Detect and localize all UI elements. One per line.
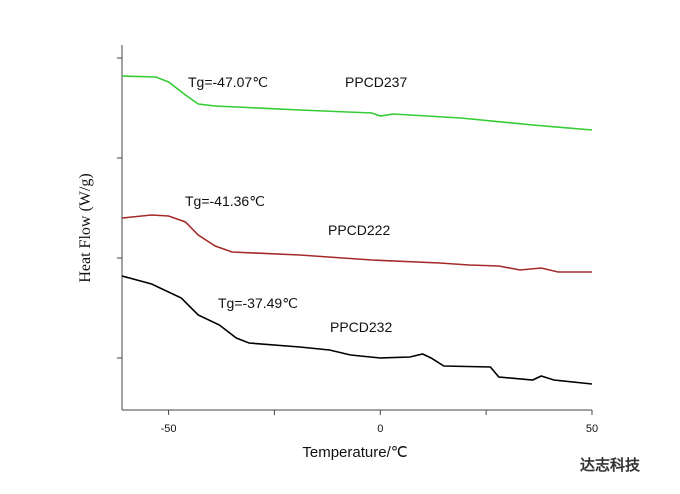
annotation: Tg=-47.07℃ bbox=[188, 74, 268, 90]
series-label: PPCD222 bbox=[328, 222, 390, 238]
x-tick-label: 0 bbox=[377, 423, 383, 435]
x-axis-label: Temperature/℃ bbox=[302, 444, 407, 461]
series-label: PPCD237 bbox=[345, 74, 407, 90]
y-axis-label: Heat Flow (W/g) bbox=[77, 173, 94, 282]
series-line bbox=[121, 275, 593, 385]
x-tick-label: 50 bbox=[586, 423, 598, 435]
series-line bbox=[121, 75, 593, 131]
series-line bbox=[121, 214, 592, 273]
series-label: PPCD232 bbox=[330, 319, 392, 335]
annotation: Tg=-37.49℃ bbox=[218, 295, 298, 311]
x-tick-label: -50 bbox=[161, 423, 177, 435]
annotation: Tg=-41.36℃ bbox=[185, 193, 265, 209]
watermark: 达志科技 bbox=[580, 456, 641, 474]
